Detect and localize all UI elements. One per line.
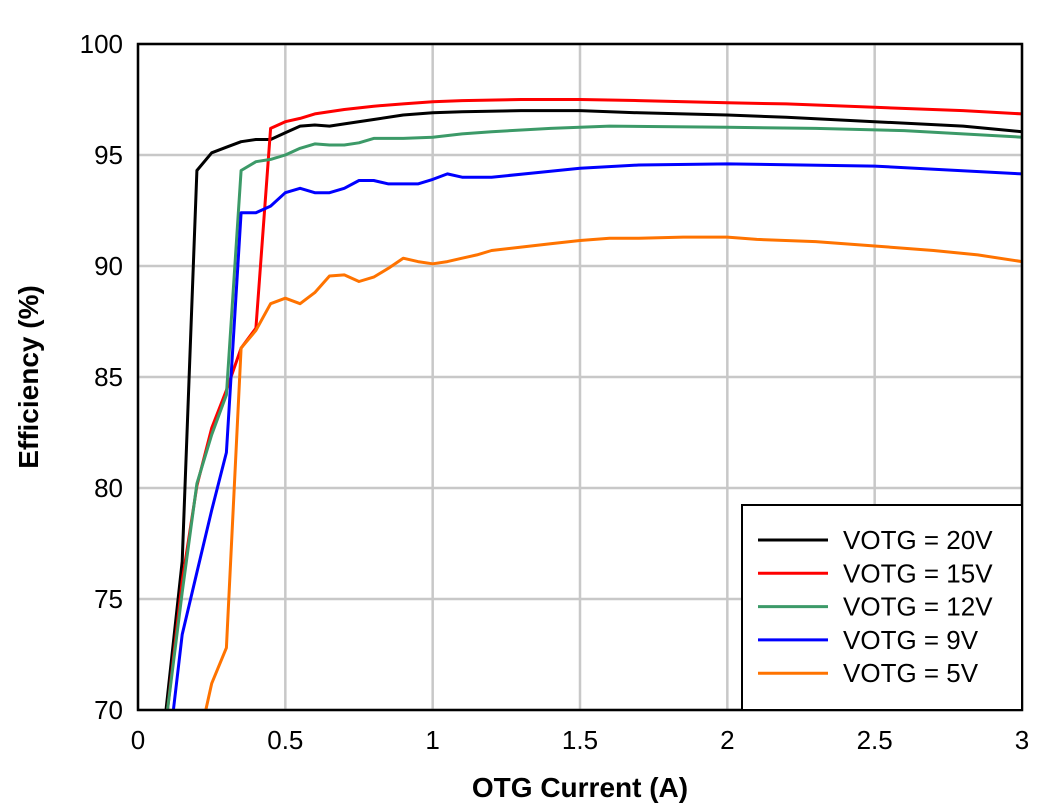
y-tick-labels: 70 75 80 85 90 95 100	[80, 29, 123, 725]
legend-label: VOTG = 20V	[843, 525, 993, 555]
y-tick-label: 80	[94, 473, 123, 503]
x-tick-label: 0.5	[267, 725, 303, 755]
series-lines	[164, 98, 1023, 711]
x-tick-labels: 0 0.5 1 1.5 2 2.5 3	[131, 725, 1029, 755]
plot-frame	[136, 42, 1024, 712]
legend-label: VOTG = 15V	[843, 558, 993, 588]
x-axis-label: OTG Current (A)	[472, 772, 688, 803]
x-tick-label: 2.5	[857, 725, 893, 755]
series-line-2	[166, 124, 1023, 711]
series-line-1	[166, 98, 1023, 711]
x-tick-label: 1	[425, 725, 439, 755]
legend-label: VOTG = 5V	[843, 658, 979, 688]
x-tick-label: 1.5	[562, 725, 598, 755]
series-line-0	[164, 109, 1023, 711]
legend-label: VOTG = 12V	[843, 592, 993, 622]
series-line-4	[204, 235, 1023, 711]
y-tick-label: 90	[94, 251, 123, 281]
y-tick-label: 75	[94, 584, 123, 614]
series-line-3	[171, 162, 1023, 711]
x-tick-label: 3	[1015, 725, 1029, 755]
y-tick-label: 100	[80, 29, 123, 59]
y-tick-label: 85	[94, 362, 123, 392]
x-tick-label: 0	[131, 725, 145, 755]
y-tick-label: 70	[94, 695, 123, 725]
x-tick-label: 2	[720, 725, 734, 755]
y-tick-label: 95	[94, 140, 123, 170]
y-axis-label: Efficiency (%)	[13, 285, 44, 469]
legend-label: VOTG = 9V	[843, 625, 979, 655]
